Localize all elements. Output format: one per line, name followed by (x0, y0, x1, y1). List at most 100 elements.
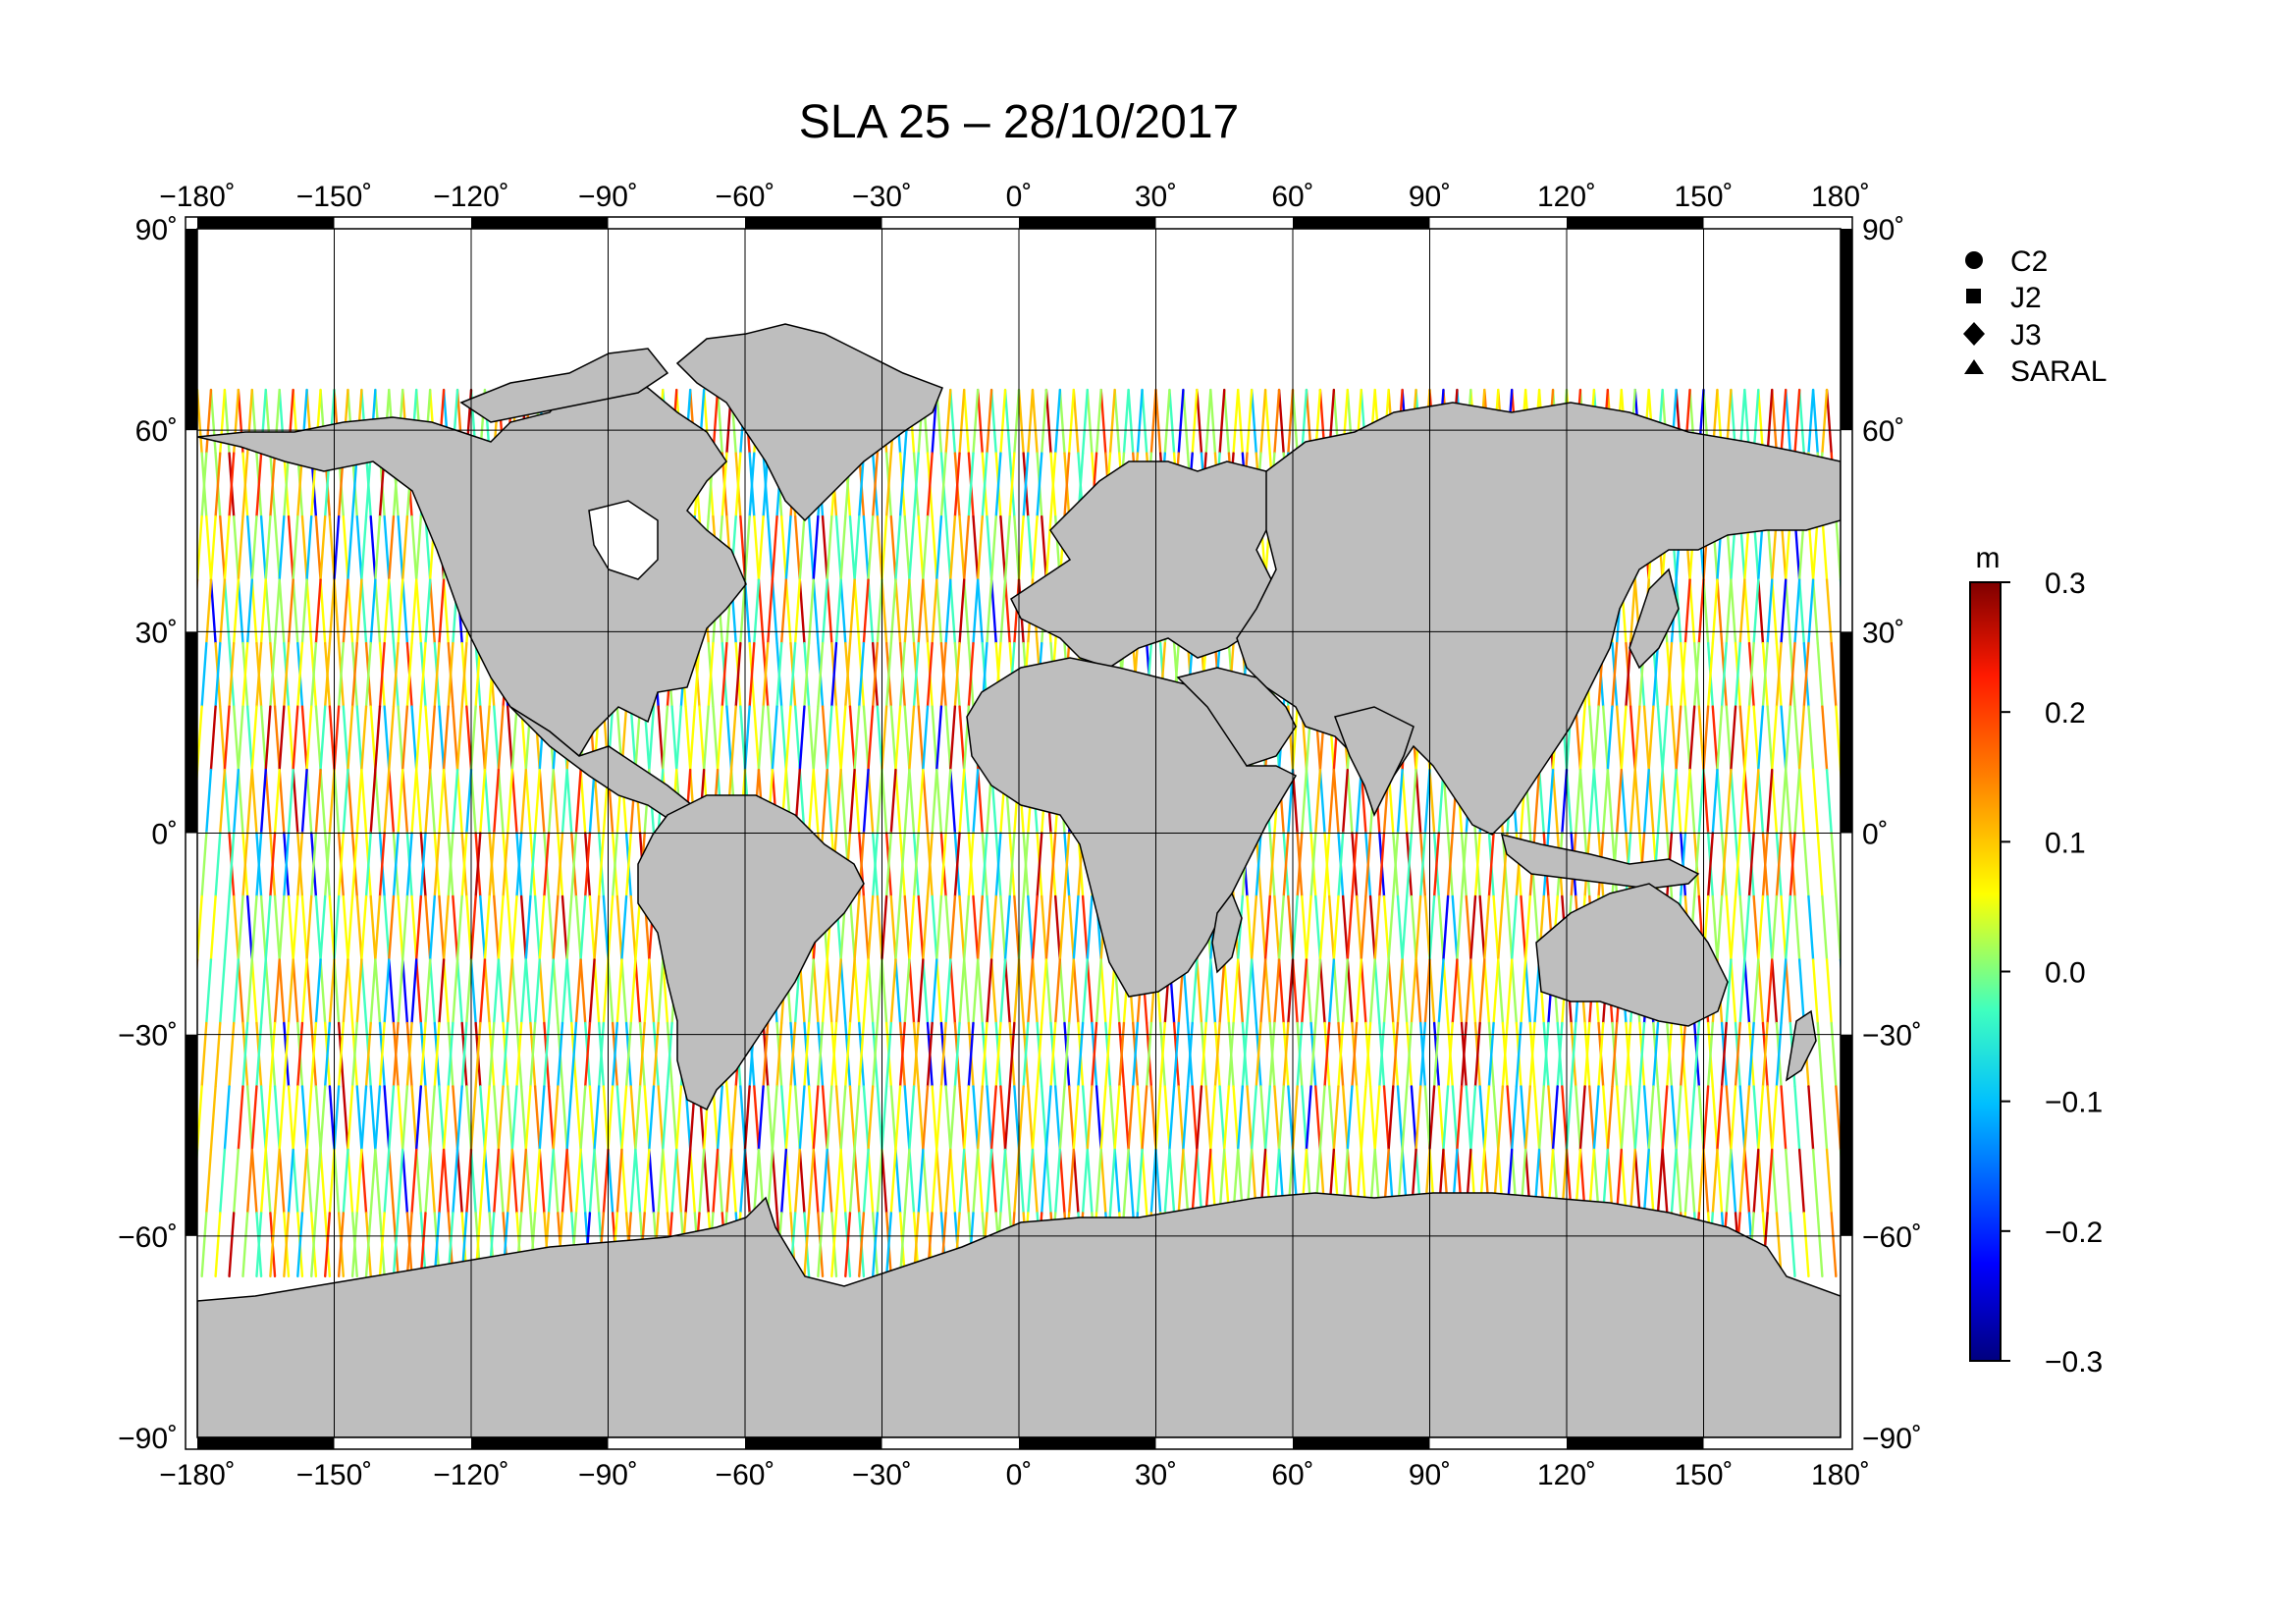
altimetry-track-segment (1615, 768, 1624, 835)
altimetry-track-segment (1492, 1085, 1500, 1152)
altimetry-track-segment (397, 514, 404, 581)
altimetry-track-segment (1702, 1148, 1710, 1215)
altimetry-track-segment (1771, 958, 1779, 1025)
altimetry-track-segment (986, 388, 993, 455)
altimetry-track-segment (1780, 578, 1788, 645)
altimetry-track-segment (364, 641, 372, 708)
lon-tick-label: 150˚ (1674, 181, 1733, 213)
altimetry-track-segment (1766, 768, 1774, 835)
altimetry-track-segment (1428, 1085, 1436, 1152)
altimetry-track-segment (912, 452, 920, 518)
altimetry-track-segment (1469, 958, 1477, 1025)
altimetry-track-segment (529, 1021, 537, 1088)
lon-tick-label: −180˚ (159, 1459, 236, 1491)
altimetry-track-segment (350, 641, 358, 708)
altimetry-track-segment (588, 894, 596, 961)
altimetry-track-segment (1232, 958, 1240, 1025)
altimetry-track-segment (237, 1085, 244, 1152)
altimetry-track-segment (333, 768, 341, 835)
altimetry-track-segment (848, 705, 856, 772)
altimetry-track-segment (1382, 958, 1390, 1025)
altimetry-track-segment (963, 768, 971, 835)
altimetry-track-segment (447, 832, 454, 898)
altimetry-track-segment (1497, 894, 1505, 961)
altimetry-track-segment (460, 641, 468, 708)
altimetry-track-segment (1761, 1021, 1769, 1088)
map-panel: −180˚ −150˚ −120˚ −90˚ −60˚ −30˚ 0˚ 30˚ 60˚ 90˚ 12… (118, 181, 1922, 1491)
altimetry-track-segment (1346, 958, 1354, 1025)
altimetry-track-segment (278, 894, 286, 961)
lon-tick-label: 60˚ (1271, 1459, 1313, 1491)
altimetry-track-segment (1218, 388, 1226, 455)
altimetry-track-segment (383, 578, 391, 645)
altimetry-track-segment (1250, 958, 1258, 1025)
altimetry-track-segment (721, 452, 728, 518)
altimetry-track-segment (455, 958, 463, 1025)
altimetry-track-segment (1095, 958, 1102, 1025)
altimetry-track-segment (839, 958, 847, 1025)
lon-tick-label: −150˚ (296, 1459, 373, 1491)
altimetry-track-segment (410, 958, 418, 1025)
altimetry-track-segment (205, 1148, 213, 1215)
altimetry-track-segment (739, 514, 747, 581)
altimetry-track-segment (1341, 1085, 1350, 1152)
altimetry-track-segment (757, 705, 765, 772)
altimetry-track-segment (1013, 1085, 1021, 1152)
altimetry-track-segment (428, 958, 436, 1025)
altimetry-track-segment (415, 705, 423, 772)
altimetry-track-segment (369, 705, 377, 772)
altimetry-track-segment (972, 388, 980, 455)
altimetry-track-segment (935, 514, 943, 581)
altimetry-track-segment (898, 1021, 906, 1088)
altimetry-track-segment (1163, 1085, 1171, 1152)
altimetry-track-segment (1341, 958, 1350, 1025)
altimetry-track-segment (1766, 1085, 1774, 1152)
altimetry-track-segment (319, 958, 327, 1025)
altimetry-track-segment (999, 514, 1007, 581)
altimetry-track-segment (922, 1148, 930, 1215)
altimetry-track-segment (931, 958, 938, 1025)
altimetry-track-segment (1738, 578, 1746, 645)
frame-bar-top (1293, 217, 1430, 229)
altimetry-track-segment (1730, 768, 1737, 835)
altimetry-track-segment (497, 1148, 505, 1215)
altimetry-track-segment (232, 894, 240, 961)
altimetry-track-segment (1277, 894, 1285, 961)
altimetry-track-segment (483, 768, 491, 835)
altimetry-track-segment (1063, 452, 1071, 518)
altimetry-track-segment (889, 768, 897, 835)
altimetry-track-segment (922, 514, 930, 581)
altimetry-track-segment (1191, 1148, 1199, 1215)
altimetry-track-segment (1451, 958, 1459, 1025)
altimetry-track-segment (493, 768, 501, 835)
altimetry-track-segment (1757, 578, 1765, 645)
altimetry-track-segment (830, 1021, 838, 1088)
altimetry-track-segment (1314, 768, 1322, 835)
altimetry-track-segment (1775, 832, 1783, 898)
altimetry-track-segment (729, 705, 737, 772)
altimetry-track-segment (209, 1085, 217, 1152)
altimetry-track-segment (826, 514, 833, 581)
altimetry-track-segment (455, 1085, 463, 1152)
altimetry-track-segment (342, 578, 349, 645)
altimetry-track-segment (976, 958, 984, 1025)
altimetry-track-segment (634, 958, 642, 1025)
altimetry-track-segment (1688, 768, 1696, 835)
altimetry-track-segment (1141, 388, 1148, 455)
altimetry-track-segment (767, 1085, 774, 1152)
altimetry-track-segment (469, 894, 477, 961)
altimetry-track-segment (812, 514, 820, 581)
altimetry-track-segment (1510, 1085, 1519, 1152)
altimetry-track-segment (1063, 832, 1071, 898)
altimetry-track-segment (1044, 958, 1052, 1025)
altimetry-track-segment (648, 1085, 656, 1152)
altimetry-track-segment (259, 768, 267, 835)
altimetry-track-segment (1218, 1085, 1226, 1152)
altimetry-track-segment (283, 832, 291, 898)
altimetry-track-segment (264, 578, 272, 645)
altimetry-track-segment (1282, 832, 1290, 898)
altimetry-track-segment (1629, 578, 1636, 645)
altimetry-track-segment (388, 578, 396, 645)
altimetry-track-segment (1830, 832, 1838, 898)
altimetry-track-segment (689, 705, 697, 772)
